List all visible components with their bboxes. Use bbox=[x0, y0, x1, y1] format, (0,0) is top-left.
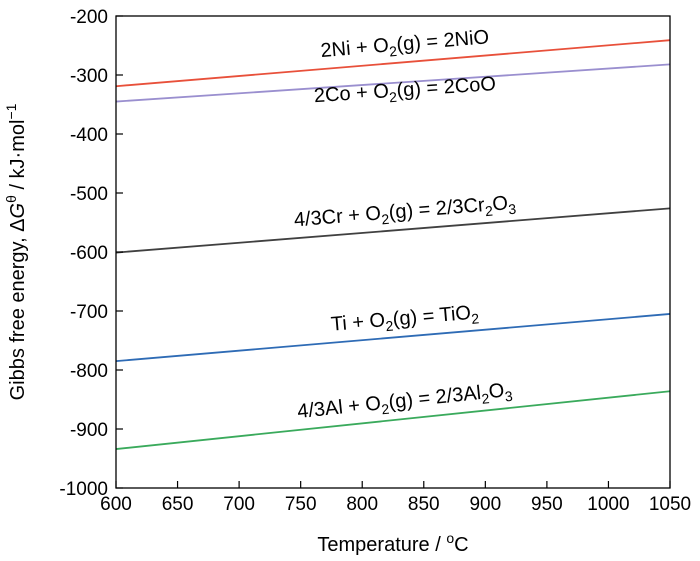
series-line-1 bbox=[115, 39, 671, 88]
series-line-3 bbox=[115, 207, 671, 254]
x-axis-ticks bbox=[115, 481, 671, 488]
x-tick-label-750: 750 bbox=[285, 494, 317, 515]
x-tick-label-950: 950 bbox=[531, 494, 563, 515]
series-line-2 bbox=[115, 63, 671, 103]
x-tick-label-650: 650 bbox=[162, 494, 194, 515]
y-tick-label--400: -400 bbox=[70, 125, 108, 146]
series-label-4: Ti + O2(g) = TiO2 bbox=[330, 301, 480, 339]
x-tick-label-850: 850 bbox=[408, 494, 440, 515]
y-axis-title: Gibbs free energy, ΔGθ / kJ·mol−1 bbox=[3, 103, 29, 400]
y-tick-label--300: -300 bbox=[70, 66, 108, 87]
x-tick-label-1050: 1050 bbox=[649, 494, 691, 515]
plot-frame bbox=[115, 15, 671, 489]
x-tick-label-1000: 1000 bbox=[587, 494, 629, 515]
x-tick-label-600: 600 bbox=[100, 494, 132, 515]
y-tick-label--600: -600 bbox=[70, 243, 108, 264]
y-tick-label--900: -900 bbox=[70, 420, 108, 441]
series-label-1: 2Ni + O2(g) = 2NiO bbox=[320, 26, 490, 65]
x-axis-title: Temperature / oC bbox=[317, 530, 468, 556]
y-tick-label--1000: -1000 bbox=[59, 479, 108, 500]
series-label-3: 4/3Cr + O2(g) = 2/3Cr2O3 bbox=[293, 192, 517, 235]
series-line-4 bbox=[115, 313, 671, 363]
series-label-2: 2Co + O2(g) = 2CoO bbox=[313, 73, 497, 110]
y-axis-tick-labels: -200 -300 -400 -500 -600 -700 -800 -900 -1000 bbox=[59, 7, 108, 500]
y-tick-label--200: -200 bbox=[70, 7, 108, 28]
series-labels: 2Ni + O2(g) = 2NiO 2Co + O2(g) = 2CoO 4/3C… bbox=[293, 26, 517, 423]
y-tick-label--800: -800 bbox=[70, 361, 108, 382]
x-tick-label-900: 900 bbox=[469, 494, 501, 515]
y-tick-label--500: -500 bbox=[70, 184, 108, 205]
x-axis-tick-labels: 600 650 700 750 800 850 900 950 1000 1050 bbox=[100, 494, 691, 515]
series-lines bbox=[115, 39, 671, 450]
y-tick-label--700: -700 bbox=[70, 302, 108, 323]
x-tick-label-800: 800 bbox=[346, 494, 378, 515]
series-line-5 bbox=[115, 390, 671, 450]
x-tick-label-700: 700 bbox=[223, 494, 255, 515]
